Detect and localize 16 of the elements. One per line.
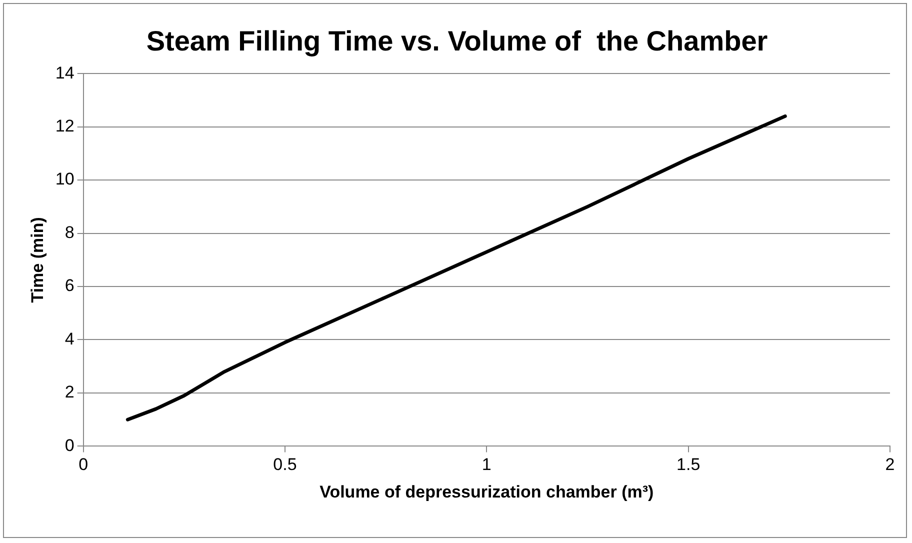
x-tick-label: 1 <box>482 455 492 474</box>
y-tick-label: 2 <box>64 382 74 402</box>
y-tick-label: 0 <box>64 436 74 455</box>
y-tick-label: 12 <box>55 116 74 136</box>
x-tick-label: 1.5 <box>676 455 700 474</box>
y-axis-title: Time (min) <box>28 217 47 303</box>
y-tick-label: 4 <box>64 329 74 348</box>
x-tick-label: 0 <box>78 455 88 474</box>
x-tick-label: 2 <box>885 455 895 474</box>
y-tick-label: 8 <box>64 222 74 242</box>
y-tick-label: 6 <box>64 276 74 296</box>
y-tick-label: 10 <box>55 170 74 189</box>
x-tick-label: 0.5 <box>273 455 297 474</box>
x-axis-title: Volume of depressurization chamber (m³) <box>320 482 654 502</box>
chart-title: Steam Filling Time vs. Volume of the Chamber <box>146 26 768 57</box>
y-tick-label: 14 <box>55 63 74 82</box>
